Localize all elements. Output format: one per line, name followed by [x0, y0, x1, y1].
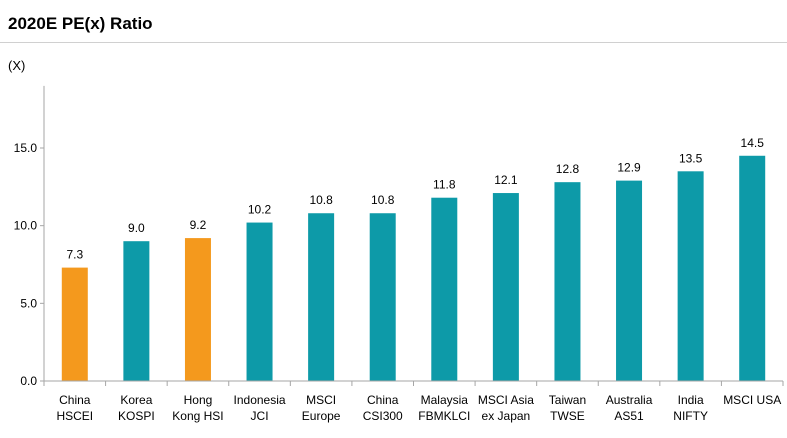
x-category-label: MSCI Asia ex Japan — [478, 393, 534, 423]
x-category-label: Malaysia FBMKLCI — [418, 393, 470, 423]
x-category-label-line: Taiwan — [549, 393, 586, 407]
x-category-label: Indonesia JCI — [234, 393, 286, 423]
bar-value-label: 10.8 — [309, 193, 333, 207]
bar-value-label: 12.9 — [617, 161, 641, 175]
y-axis: 0.0 5.0 10.0 15.0 — [14, 85, 45, 388]
x-category-label-line: Hong — [184, 393, 213, 407]
bar-value-label: 9.2 — [190, 218, 207, 232]
bar — [554, 182, 581, 381]
x-category-label: China HSCEI — [56, 393, 93, 423]
x-category-label-line: KOSPI — [118, 409, 155, 423]
x-category-label: Australia AS51 — [606, 393, 653, 423]
bar — [492, 193, 519, 381]
x-axis: China HSCEI Korea KOSPI Hong Kong HSI Indonesi… — [43, 380, 784, 423]
bar-value-label: 11.8 — [433, 178, 456, 192]
bar-value-label: 9.0 — [128, 221, 145, 235]
x-category-label-line: Europe — [302, 409, 341, 423]
bars: 7.3 9.0 9.2 10.2 10.8 10.8 11.8 12.1 12.8 12.9 13.… — [61, 136, 766, 381]
bar-value-label: 12.1 — [494, 173, 518, 187]
x-category-label-line: HSCEI — [56, 409, 93, 423]
x-category-label-line: Kong HSI — [172, 409, 223, 423]
y-tick-label: 5.0 — [20, 296, 37, 310]
x-category-label: India NIFTY — [673, 393, 708, 423]
bar — [61, 267, 88, 381]
bar-value-label: 13.5 — [679, 151, 703, 165]
bar — [739, 155, 766, 381]
x-category-label-line: NIFTY — [673, 409, 708, 423]
bar-value-label: 12.8 — [556, 162, 580, 176]
x-category-label-line: AS51 — [614, 409, 644, 423]
x-category-label-line: JCI — [251, 409, 269, 423]
x-category-label-line: China — [367, 393, 399, 407]
y-tick-label: 15.0 — [14, 141, 38, 155]
bar — [308, 213, 335, 381]
x-category-label-line: MSCI Asia — [478, 393, 534, 407]
x-category-label-line: China — [59, 393, 91, 407]
x-category-label-line: Indonesia — [234, 393, 286, 407]
bar — [369, 213, 396, 381]
bar — [616, 180, 643, 381]
x-category-label-line: CSI300 — [363, 409, 403, 423]
x-category-label-line: MSCI USA — [723, 393, 781, 407]
x-category-label: Taiwan TWSE — [549, 393, 586, 423]
bar-value-label: 10.2 — [248, 203, 272, 217]
y-tick-label: 0.0 — [20, 374, 37, 388]
x-category-label-line: FBMKLCI — [418, 409, 470, 423]
x-category-label: MSCI Europe — [302, 393, 341, 423]
title-divider — [0, 42, 787, 43]
x-category-label: Hong Kong HSI — [172, 393, 223, 423]
x-category-label-line: Korea — [120, 393, 152, 407]
x-category-label-line: Malaysia — [421, 393, 469, 407]
bar-value-label: 14.5 — [741, 136, 765, 150]
bar — [246, 222, 273, 381]
x-category-label-line: MSCI — [306, 393, 336, 407]
y-tick-label: 10.0 — [14, 219, 38, 233]
bar-value-label: 10.8 — [371, 193, 395, 207]
y-axis-unit-label: (X) — [8, 58, 26, 73]
bar — [184, 238, 211, 381]
bar — [123, 241, 150, 381]
x-category-label-line: Australia — [606, 393, 653, 407]
x-category-label: Korea KOSPI — [118, 393, 155, 423]
x-category-label-line: TWSE — [550, 409, 585, 423]
bar — [677, 171, 704, 381]
x-category-label: China CSI300 — [363, 393, 403, 423]
chart-title: 2020E PE(x) Ratio — [8, 14, 153, 33]
x-category-label: MSCI USA — [723, 393, 781, 407]
bar-value-label: 7.3 — [66, 248, 83, 262]
x-category-label-line: ex Japan — [482, 409, 531, 423]
x-category-label-line: India — [678, 393, 704, 407]
bar — [431, 197, 458, 381]
